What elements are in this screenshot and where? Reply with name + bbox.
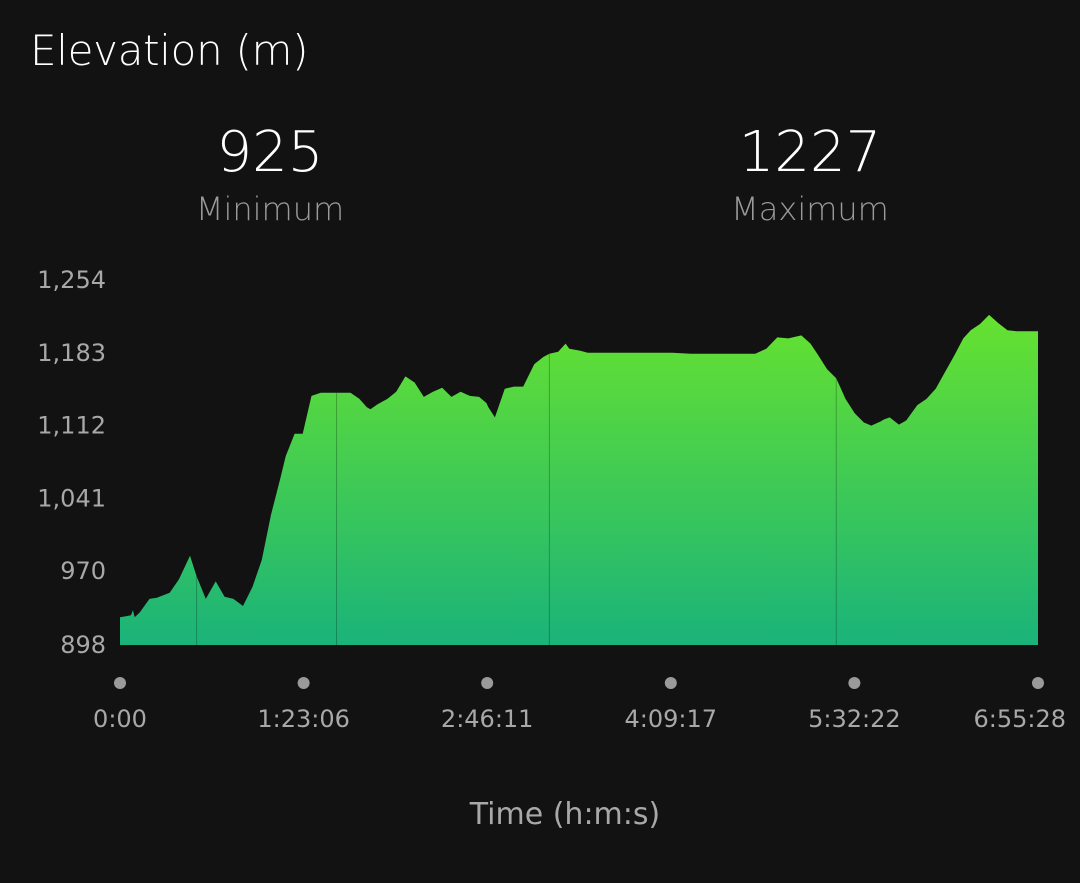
x-tick-dot [481,677,494,689]
maximum-stat: 1227 Maximum [630,120,990,228]
x-tick-dot [664,677,677,689]
x-tick-dot [297,677,310,689]
x-axis: 0:00 1:23:06 2:46:11 4:09:17 5:32:22 6:55:28 [93,677,1066,733]
x-tick-dot [848,677,861,689]
y-tick-label: 1,183 [37,339,106,367]
y-tick-label: 1,112 [37,412,106,440]
minimum-label: Minimum [195,190,345,228]
x-tick-dot [1032,677,1044,689]
elevation-area [120,314,1038,645]
x-axis-title: Time (h:m:s) [469,797,660,832]
y-tick-label: 1,254 [37,266,106,294]
y-tick-label: 898 [60,631,106,659]
y-tick-label: 970 [60,557,106,585]
x-tick-label: 2:46:11 [441,705,534,733]
x-tick-label: 5:32:22 [808,705,901,733]
minimum-stat: 925 Minimum [90,120,450,228]
x-tick-label: 0:00 [93,705,147,733]
x-tick-dot [114,677,126,689]
segment-lines [196,353,837,645]
minimum-value: 925 [216,120,324,185]
y-tick-label: 1,041 [37,484,106,512]
maximum-value: 1227 [738,120,882,185]
x-tick-label: 6:55:28 [973,705,1066,733]
x-tick-label: 1:23:06 [257,705,350,733]
maximum-label: Maximum [731,190,889,228]
y-axis-labels: 898 970 1,041 1,112 1,183 1,254 [37,266,106,659]
page-title: Elevation (m) [30,26,309,75]
x-tick-label: 4:09:17 [625,705,718,733]
